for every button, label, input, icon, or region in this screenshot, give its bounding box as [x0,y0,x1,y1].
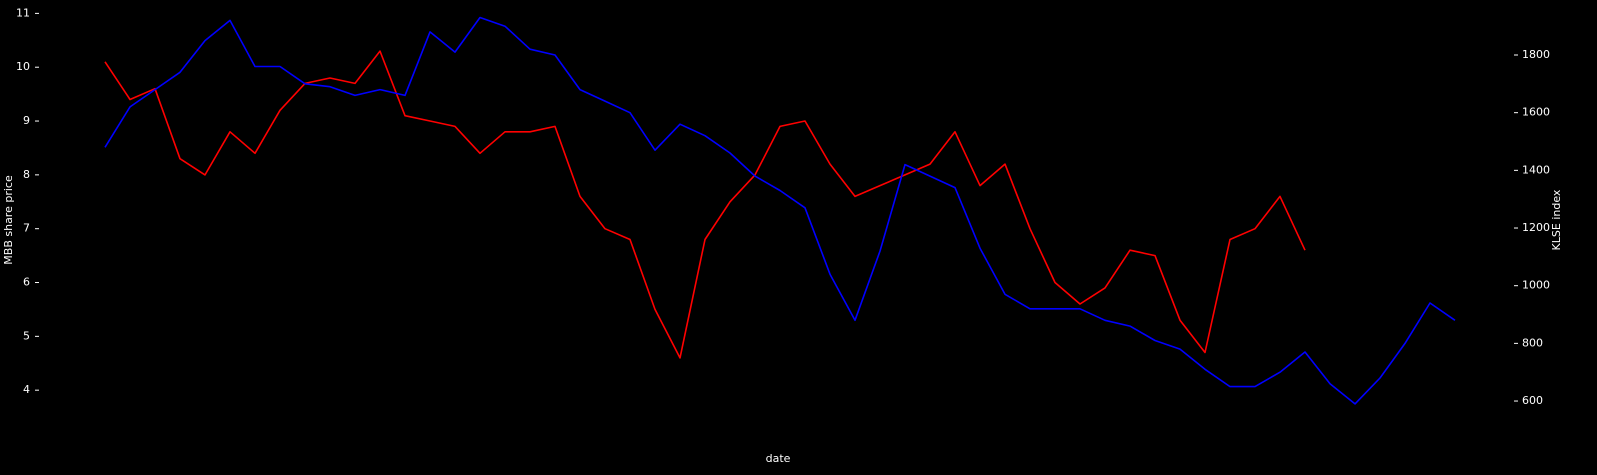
data-line [104,16,1456,405]
y2-tick-label: 1200 [1522,221,1550,234]
y2-tick-label: 1800 [1522,48,1550,61]
y-tick-label: 6 [23,276,30,289]
y-tick-label: 9 [23,114,30,127]
y2-tick-label: 1000 [1522,279,1550,292]
y2-tick-label: 800 [1522,336,1543,349]
y-tick-label: 7 [23,222,30,235]
y-tick-label: 5 [23,329,30,342]
y2-tick-label: 600 [1522,394,1543,407]
y2-axis-label: KLSE index [1550,189,1563,250]
y-tick-label: 4 [23,383,30,396]
x-axis-label: date [766,452,791,465]
y-tick-label: 8 [23,168,30,181]
y-tick-label: 11 [16,6,30,19]
y2-tick-label: 1600 [1522,106,1550,119]
y2-tick-label: 1400 [1522,163,1550,176]
y-tick-label: 10 [16,60,30,73]
y-axis-label: MBB share price [2,175,15,265]
